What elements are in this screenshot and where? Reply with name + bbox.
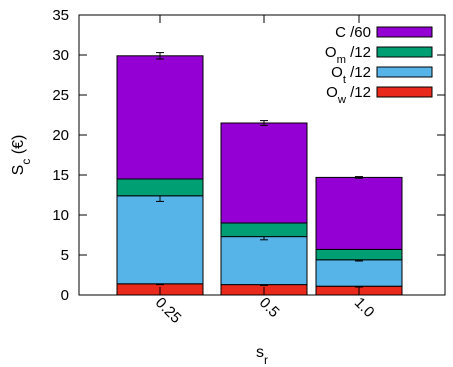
bar-segment <box>315 259 403 287</box>
bar-segment <box>220 222 308 238</box>
y-tick-label: 20 <box>52 127 69 144</box>
y-tick-label: 35 <box>52 7 69 24</box>
y-tick-label: 30 <box>52 47 69 64</box>
x-axis-label: sr <box>256 344 268 367</box>
legend-swatch <box>376 66 433 78</box>
y-axis-label: Sc (€) <box>10 135 33 176</box>
bar-segment <box>116 195 204 285</box>
bar-segment <box>116 55 204 180</box>
plot-frame <box>78 14 446 296</box>
legend-label: Om /12 <box>325 44 371 66</box>
y-tick-label: 15 <box>52 167 69 184</box>
bar-segment <box>315 248 403 261</box>
x-tick-label: 0.25 <box>152 294 185 327</box>
legend-swatch <box>376 26 433 38</box>
legend-swatch <box>376 86 433 98</box>
bar-segment <box>220 122 308 224</box>
y-tick-label: 5 <box>61 247 69 264</box>
legend-label: Ot /12 <box>331 64 371 86</box>
legend-swatch <box>376 46 433 58</box>
axis-labels: sr Sc (€) <box>10 135 268 367</box>
bar-segment <box>220 236 308 286</box>
y-tick-label: 25 <box>52 87 69 104</box>
bar-segment <box>315 176 403 250</box>
y-tick-label: 10 <box>52 207 69 224</box>
x-tick-label: 0.5 <box>256 294 283 321</box>
x-tick-label: 1.0 <box>351 294 378 321</box>
y-tick-label: 0 <box>61 287 69 304</box>
legend-label: C /60 <box>335 24 371 41</box>
bar-segment <box>116 178 204 197</box>
legend-label: Ow /12 <box>326 84 371 106</box>
